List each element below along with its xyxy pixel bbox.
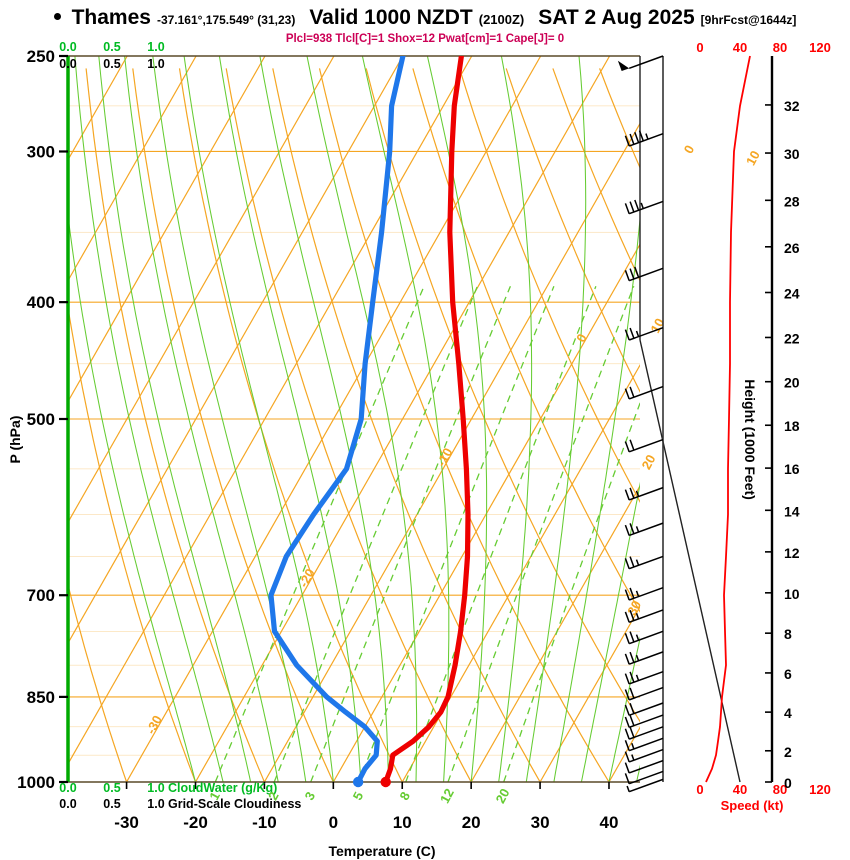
height-tick-label: 26 bbox=[784, 240, 800, 256]
mixing-ratio-label: 8 bbox=[396, 789, 413, 802]
valid-time: Valid 1000 NZDT bbox=[309, 6, 473, 29]
pressure-axis-title: P (hPa) bbox=[7, 416, 23, 464]
pressure-tick-label: 300 bbox=[27, 142, 55, 161]
station-name: Thames bbox=[71, 6, 151, 29]
grid-lines bbox=[68, 56, 640, 782]
height-tick-label: 8 bbox=[784, 626, 792, 642]
speed-tick-label-bottom: 120 bbox=[809, 782, 831, 797]
mixing-ratio-label: 12 bbox=[437, 786, 457, 806]
height-tick-label: 30 bbox=[784, 146, 800, 162]
temperature-tick-label: 40 bbox=[600, 813, 619, 832]
cloudwater-tick-label-top: 0.5 bbox=[103, 40, 120, 54]
height-tick-label: 20 bbox=[784, 375, 800, 391]
isotherm-label: 10 bbox=[743, 148, 763, 168]
speed-axis-title: Speed (kt) bbox=[721, 798, 784, 813]
isotherm-label: 30 bbox=[624, 598, 644, 618]
temperature-tick-label: -30 bbox=[114, 813, 139, 832]
cloudwater-axis-title: CloudWater (g/Kg) bbox=[168, 781, 277, 795]
cloudiness-tick-label-bottom: 1.0 bbox=[147, 797, 164, 811]
cloudiness-tick-label-top: 1.0 bbox=[147, 57, 164, 71]
speed-tick-label-top: 40 bbox=[733, 40, 747, 55]
cloudwater-tick-label-top: 0.0 bbox=[59, 40, 76, 54]
valid-date: SAT 2 Aug 2025 bbox=[538, 6, 695, 29]
height-tick-label: 16 bbox=[784, 461, 800, 477]
speed-tick-label-top: 120 bbox=[809, 40, 831, 55]
pressure-tick-label: 400 bbox=[27, 293, 55, 312]
dewpoint-profile-surface-marker bbox=[352, 776, 364, 788]
mixing-ratio-label: 5 bbox=[350, 789, 367, 802]
height-tick-label: 14 bbox=[784, 503, 800, 519]
height-tick-label: 4 bbox=[784, 705, 792, 721]
plot-right-border-slant bbox=[639, 339, 741, 783]
mixing-ratio-label: 3 bbox=[302, 789, 319, 802]
cloudwater-tick-label-top: 1.0 bbox=[147, 40, 164, 54]
wind-speed-profile bbox=[705, 55, 751, 783]
valid-time-zulu: (2100Z) bbox=[478, 12, 525, 27]
header: Thames -37.161°,175.549° (31,23) Valid 1… bbox=[0, 6, 850, 32]
height-tick-label: 32 bbox=[784, 98, 800, 114]
cloudwater-tick-label-bottom: 0.0 bbox=[59, 781, 76, 795]
temperature-tick-label: 0 bbox=[329, 813, 338, 832]
height-tick-label: 0 bbox=[784, 775, 792, 791]
pressure-tick-label: 500 bbox=[27, 410, 55, 429]
height-tick-label: 22 bbox=[784, 330, 800, 346]
height-tick-label: 2 bbox=[784, 744, 792, 760]
temperature-profile bbox=[383, 56, 471, 782]
wind-barbs bbox=[617, 55, 664, 793]
height-tick-label: 18 bbox=[784, 418, 800, 434]
cloudiness-tick-label-top: 0.0 bbox=[59, 57, 76, 71]
sounding-stats: Plcl=938 Tlcl[C]=1 Shox=12 Pwat[cm]=1 Ca… bbox=[285, 33, 565, 45]
forecast-stamp: [9hrFcst@1644z] bbox=[700, 13, 797, 27]
height-tick-label: 24 bbox=[784, 286, 800, 302]
temperature-profile-surface-marker bbox=[380, 776, 391, 788]
cloudiness-tick-label-top: 0.5 bbox=[103, 57, 120, 71]
isotherm-label: -30 bbox=[143, 713, 165, 737]
pressure-tick-label: 250 bbox=[27, 47, 55, 66]
cloudiness-axis-title: Grid-Scale Cloudiness bbox=[168, 797, 301, 811]
pressure-tick-label: 850 bbox=[27, 688, 55, 707]
isotherm-label: -20 bbox=[296, 566, 318, 590]
cloudiness-tick-label-bottom: 0.5 bbox=[103, 797, 120, 811]
height-axis-title: Height (1000 Feet) bbox=[742, 379, 758, 500]
pressure-tick-label: 700 bbox=[27, 586, 55, 605]
height-tick-label: 6 bbox=[784, 666, 792, 682]
mixing-ratio-label: 20 bbox=[492, 786, 512, 806]
temperature-tick-label: 30 bbox=[531, 813, 550, 832]
cloudwater-tick-label-bottom: 1.0 bbox=[147, 781, 164, 795]
temperature-tick-label: 10 bbox=[393, 813, 412, 832]
speed-tick-label-top: 0 bbox=[696, 40, 703, 55]
temperature-axis-title: Temperature (C) bbox=[328, 843, 435, 859]
temperature-tick-label: 20 bbox=[462, 813, 481, 832]
height-tick-label: 12 bbox=[784, 545, 800, 561]
speed-tick-label-bottom: 80 bbox=[773, 782, 787, 797]
isotherm-label: 20 bbox=[638, 452, 658, 472]
temperature-tick-label: -20 bbox=[183, 813, 208, 832]
height-tick-label: 10 bbox=[784, 586, 800, 602]
pressure-tick-label: 1000 bbox=[17, 773, 55, 792]
station-coordinates: -37.161°,175.549° (31,23) bbox=[156, 13, 296, 27]
speed-tick-label-top: 80 bbox=[773, 40, 787, 55]
cloudwater-tick-label-bottom: 0.5 bbox=[103, 781, 120, 795]
speed-tick-label-bottom: 0 bbox=[696, 782, 703, 797]
height-tick-label: 28 bbox=[784, 193, 800, 209]
speed-tick-label-bottom: 40 bbox=[733, 782, 747, 797]
temperature-tick-label: -10 bbox=[252, 813, 277, 832]
isotherm-label: 0 bbox=[681, 143, 698, 156]
cloudiness-tick-label-bottom: 0.0 bbox=[59, 797, 76, 811]
station-dot-icon bbox=[53, 13, 61, 20]
dewpoint-profile bbox=[268, 56, 406, 782]
